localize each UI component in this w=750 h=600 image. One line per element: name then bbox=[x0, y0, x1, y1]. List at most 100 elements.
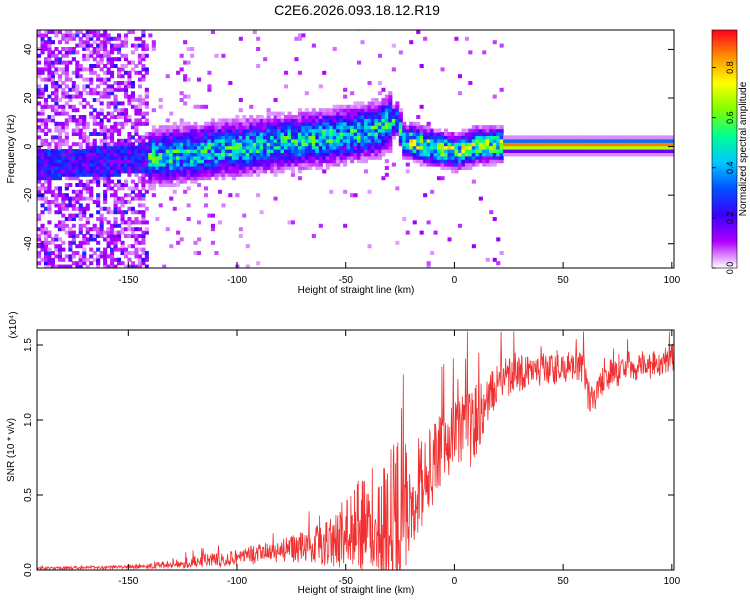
spectrogram-cell bbox=[489, 152, 494, 157]
spectrogram-cell bbox=[155, 166, 160, 170]
spectrogram-cell bbox=[103, 179, 108, 184]
spectrogram-cell bbox=[89, 261, 94, 266]
spectrogram-cell bbox=[64, 135, 69, 140]
spectrogram-cell bbox=[395, 128, 400, 133]
spectrogram-cell bbox=[245, 155, 250, 160]
spectrogram-cell bbox=[263, 121, 268, 126]
spectrogram-cell bbox=[332, 145, 337, 150]
spectrogram-cell bbox=[71, 94, 76, 99]
spectrogram-cell bbox=[85, 166, 90, 170]
spectrogram-cell bbox=[183, 121, 188, 126]
spectrogram-cell bbox=[638, 149, 643, 153]
spectrogram-cell bbox=[40, 67, 45, 72]
spectrogram-cell bbox=[370, 104, 375, 109]
spectrogram-cell bbox=[663, 135, 668, 140]
spectrogram-cell bbox=[47, 53, 52, 58]
spectrogram-cell bbox=[360, 125, 365, 130]
spectrogram-cell bbox=[374, 149, 379, 153]
spectrogram-cell bbox=[217, 172, 222, 177]
spectrogram-cell bbox=[124, 234, 129, 238]
spectrogram-cell bbox=[106, 128, 111, 133]
spectrogram-cell bbox=[364, 159, 369, 164]
spectrogram-cell bbox=[266, 121, 271, 126]
spectrogram-cell bbox=[437, 145, 442, 150]
spectrogram-cell bbox=[530, 149, 535, 153]
spectrogram-cell bbox=[103, 145, 108, 150]
spectrogram-cell bbox=[350, 155, 355, 160]
spectrogram-cell bbox=[304, 118, 309, 123]
spectrogram-cell bbox=[117, 183, 122, 187]
spectrogram-cell bbox=[165, 132, 170, 136]
spectrogram-cell bbox=[89, 172, 94, 177]
spectrogram-cell bbox=[85, 169, 90, 174]
spectrogram-cell bbox=[423, 128, 428, 133]
spectrogram-cell bbox=[124, 36, 129, 41]
spectrogram-cell bbox=[364, 135, 369, 140]
spectrogram-cell bbox=[318, 135, 323, 140]
spectrogram-cell bbox=[294, 152, 299, 157]
spectrogram-cell bbox=[71, 70, 76, 75]
spectrogram-cell bbox=[544, 149, 549, 153]
spectrogram-cell bbox=[78, 196, 83, 201]
spectrogram-cell bbox=[134, 183, 139, 187]
spectrogram-cell bbox=[50, 81, 55, 85]
spectrogram-cell bbox=[44, 234, 49, 238]
spectrogram-cell bbox=[179, 128, 184, 133]
spectrogram-cell bbox=[78, 91, 83, 96]
spectrogram-cell bbox=[92, 115, 97, 119]
spectrogram-cell bbox=[572, 142, 577, 147]
spectrogram-cell bbox=[117, 247, 122, 252]
spectrogram-cell bbox=[71, 57, 76, 62]
spectrogram-cell bbox=[280, 152, 285, 157]
spectrogram-cell bbox=[141, 64, 146, 68]
spectrogram-cell bbox=[638, 142, 643, 147]
spectrogram-cell bbox=[384, 135, 389, 140]
spectrogram-cell bbox=[172, 189, 177, 194]
spectrogram-cell bbox=[44, 118, 49, 123]
spectrogram-cell bbox=[64, 223, 69, 228]
spectrogram-cell bbox=[85, 142, 90, 147]
spectrogram-cell bbox=[207, 84, 212, 89]
spectrogram-cell bbox=[416, 125, 421, 130]
spectrogram-cell bbox=[89, 91, 94, 96]
spectrogram-cell bbox=[499, 125, 504, 130]
spectrogram-cell bbox=[106, 230, 111, 235]
spectrogram-cell bbox=[666, 145, 671, 150]
spectrogram-cell bbox=[499, 159, 504, 164]
spectrogram-cell bbox=[110, 166, 115, 170]
spectrogram-cell bbox=[329, 159, 334, 164]
spectrogram-cell bbox=[297, 132, 302, 136]
spectrogram-cell bbox=[193, 125, 198, 130]
spectrogram-cell bbox=[172, 166, 177, 170]
spectrogram-cell bbox=[134, 43, 139, 48]
spectrogram-cell bbox=[496, 155, 501, 160]
spectrogram-cell bbox=[357, 159, 362, 164]
spectrogram-cell bbox=[106, 240, 111, 245]
spectrogram-cell bbox=[120, 244, 125, 249]
spectrogram-cell bbox=[593, 138, 598, 143]
spectrogram-cell bbox=[183, 162, 188, 167]
spectrogram-cell bbox=[541, 138, 546, 143]
spectrogram-cell bbox=[666, 149, 671, 153]
spectrogram-cell bbox=[183, 166, 188, 170]
spectrogram-cell bbox=[144, 172, 149, 177]
spectrogram-cell bbox=[471, 138, 476, 143]
spectrogram-cell bbox=[263, 135, 268, 140]
spectrogram-cell bbox=[113, 155, 118, 160]
spectrogram-cell bbox=[245, 264, 250, 268]
spectrogram-cell bbox=[124, 227, 129, 232]
spectrogram-cell bbox=[461, 155, 466, 160]
spectrogram-cell bbox=[85, 237, 90, 242]
spectrogram-cell bbox=[47, 166, 52, 170]
spectrogram-cell bbox=[57, 172, 62, 177]
spectrogram-cell bbox=[447, 159, 452, 164]
spectrogram-cell bbox=[503, 142, 508, 147]
spectrogram-cell bbox=[68, 213, 73, 218]
spectrogram-cell bbox=[464, 145, 469, 150]
spectrogram-cell bbox=[384, 115, 389, 119]
spectrogram-cell bbox=[162, 142, 167, 147]
spectrogram-cell bbox=[78, 121, 83, 126]
spectrogram-cell bbox=[75, 244, 80, 249]
spectrogram-cell bbox=[252, 145, 257, 150]
spectrogram-cell bbox=[110, 74, 115, 79]
